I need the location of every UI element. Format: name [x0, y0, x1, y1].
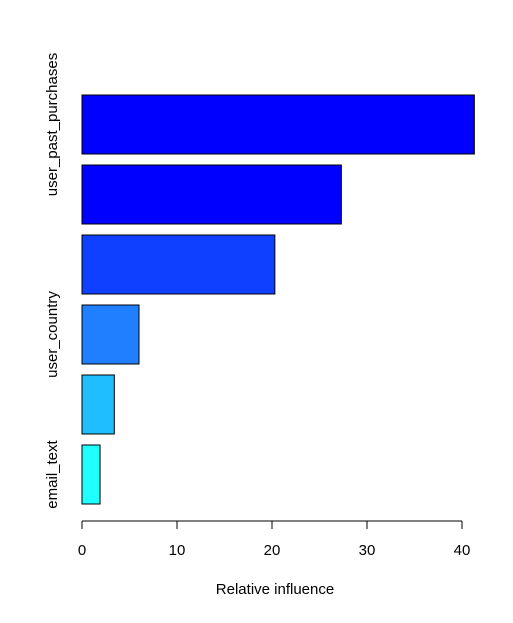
x-tick-label-10: 10 — [169, 542, 186, 559]
bar-row-4 — [81, 234, 276, 295]
x-tick-label-20: 20 — [264, 542, 281, 559]
bar-email-text — [81, 444, 101, 505]
bar-user-country — [81, 304, 140, 365]
x-axis-title: Relative influence — [216, 581, 334, 598]
bar-user-past-purchases — [81, 94, 475, 155]
bar-row-5 — [81, 164, 342, 225]
category-label-user-past-purchases: user_past_purchases — [44, 53, 61, 196]
category-label-user-country: user_country — [44, 291, 61, 378]
category-label-email-text: email_text — [44, 439, 61, 508]
x-axis: 0 10 20 30 40 — [78, 520, 471, 559]
x-tick-label-40: 40 — [454, 542, 471, 559]
category-labels: email_text user_country user_past_purchase… — [44, 53, 61, 509]
bar-row-2 — [81, 374, 115, 435]
x-tick-label-0: 0 — [78, 542, 86, 559]
bars-layer — [81, 94, 475, 505]
x-tick-label-30: 30 — [359, 542, 376, 559]
